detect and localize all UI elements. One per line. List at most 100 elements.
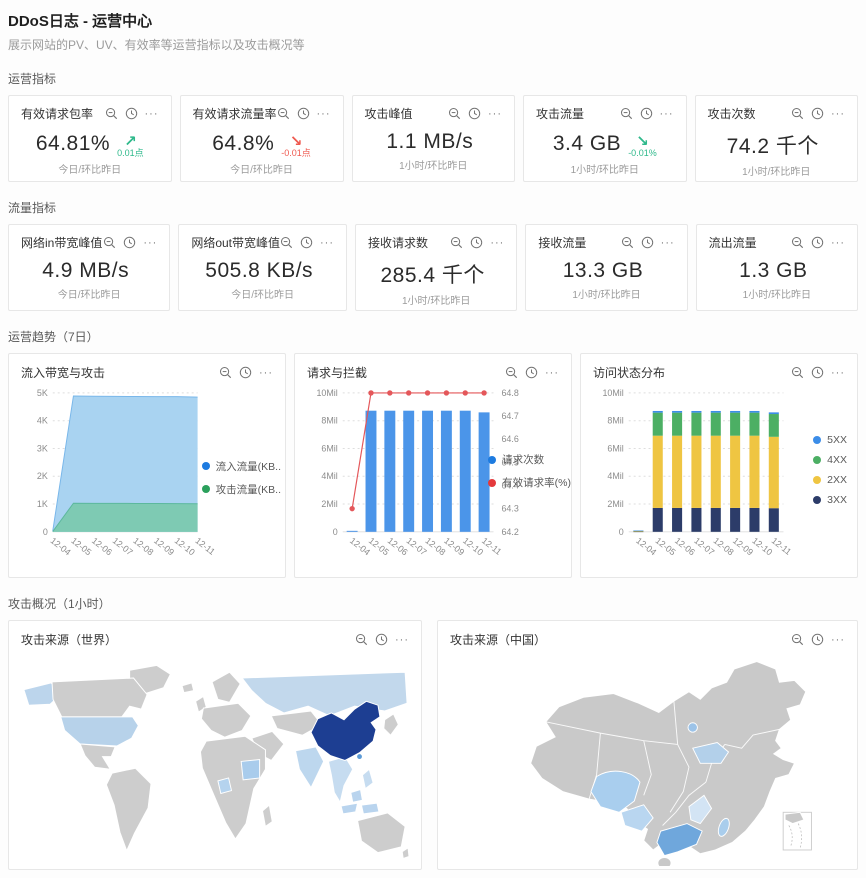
region-nigeria[interactable] [218,778,232,794]
legend-item[interactable]: 有效请求率(%) [488,475,571,490]
magnifier-icon[interactable] [791,107,804,120]
clock-icon[interactable] [125,107,138,120]
metric-card: 有效请求流量率 ··· 64.8% ↘ -0.01点 今日/环比昨日 [180,95,344,182]
clock-icon[interactable] [525,366,538,379]
region-canada[interactable] [52,678,147,717]
china-map-svg [450,654,845,866]
map-card-world: 攻击来源（世界） ··· [8,620,422,870]
region-japan[interactable] [384,714,399,735]
ellipsis-icon[interactable]: ··· [320,239,334,247]
magnifier-icon[interactable] [791,366,804,379]
region-india[interactable] [296,747,324,788]
legend-item[interactable]: 4XX [813,454,847,466]
magnifier-icon[interactable] [219,366,232,379]
series[interactable] [347,390,490,532]
province-beijing[interactable] [688,723,697,732]
ellipsis-icon[interactable]: ··· [488,110,502,118]
magnifier-icon[interactable] [621,236,634,249]
world-map[interactable] [21,654,409,871]
ellipsis-icon[interactable]: ··· [831,239,845,247]
metric-card-title: 网络in带宽峰值 [21,234,102,251]
magnifier-icon[interactable] [277,107,290,120]
ellipsis-icon[interactable]: ··· [831,110,845,118]
region-russia[interactable] [242,672,407,716]
magnifier-icon[interactable] [791,633,804,646]
ellipsis-icon[interactable]: ··· [395,636,409,644]
clock-icon[interactable] [640,107,653,120]
region-iceland[interactable] [182,683,194,693]
ellipsis-icon[interactable]: ··· [317,110,331,118]
svg-text:12-09: 12-09 [731,535,755,557]
svg-text:2K: 2K [37,471,48,481]
clock-icon[interactable] [300,236,313,249]
china-map[interactable] [450,654,845,871]
region-se-asia[interactable] [328,757,352,803]
clock-icon[interactable] [239,366,252,379]
region-europe[interactable] [201,703,250,737]
ellipsis-icon[interactable]: ··· [545,369,559,377]
legend-label: 2XX [827,474,847,486]
ellipsis-icon[interactable]: ··· [143,239,157,247]
legend-item[interactable]: 5XX [813,434,847,446]
ellipsis-icon[interactable]: ··· [490,239,504,247]
clock-icon[interactable] [470,236,483,249]
metric-card: 攻击流量 ··· 3.4 GB ↘ -0.01% 1小时/环比昨日 [523,95,687,182]
svg-text:8Mil: 8Mil [607,416,623,426]
clock-icon[interactable] [468,107,481,120]
clock-icon[interactable] [641,236,654,249]
magnifier-icon[interactable] [103,236,116,249]
magnifier-icon[interactable] [791,236,804,249]
clock-icon[interactable] [297,107,310,120]
magnifier-icon[interactable] [355,633,368,646]
region-madagascar[interactable] [263,805,273,826]
series[interactable] [53,396,198,532]
trend-arrow-icon: ↗ [124,134,137,149]
region-south-america[interactable] [106,768,151,850]
clock-icon[interactable] [811,366,824,379]
stack-segment [691,436,701,508]
legend-item[interactable]: 请求次数 [488,452,571,467]
region-africa[interactable] [200,736,265,839]
clock-icon[interactable] [811,107,824,120]
section-label-ops: 运营指标 [8,70,858,87]
region-taiwan-dot[interactable] [357,754,363,760]
province-other[interactable] [531,662,806,854]
magnifier-icon[interactable] [450,236,463,249]
grid [343,393,494,532]
region-usa[interactable] [61,717,139,746]
region-sudan[interactable] [241,760,259,780]
magnifier-icon[interactable] [505,366,518,379]
clock-icon[interactable] [123,236,136,249]
ellipsis-icon[interactable]: ··· [259,369,273,377]
magnifier-icon[interactable] [280,236,293,249]
legend-item[interactable]: 攻击流量(KB.. [202,482,281,497]
region-indonesia-west[interactable] [341,803,357,814]
ellipsis-icon[interactable]: ··· [831,369,845,377]
legend-label: 流入流量(KB.. [216,459,281,474]
ellipsis-icon[interactable]: ··· [661,239,675,247]
ellipsis-icon[interactable]: ··· [660,110,674,118]
magnifier-icon[interactable] [448,107,461,120]
clock-icon[interactable] [811,236,824,249]
region-philippines[interactable] [362,769,373,788]
region-mexico[interactable] [80,744,115,769]
series[interactable] [633,411,778,532]
region-new-zealand[interactable] [402,848,409,859]
region-borneo[interactable] [351,790,363,803]
legend-item[interactable]: 流入流量(KB.. [202,459,281,474]
clock-icon[interactable] [375,633,388,646]
stack-segment [653,508,663,532]
stack-segment [672,508,682,532]
region-indonesia-east[interactable] [361,803,378,814]
clock-icon[interactable] [811,633,824,646]
magnifier-icon[interactable] [620,107,633,120]
legend-item[interactable]: 2XX [813,474,847,486]
legend-item[interactable]: 3XX [813,494,847,506]
ellipsis-icon[interactable]: ··· [831,636,845,644]
magnifier-icon[interactable] [105,107,118,120]
region-australia[interactable] [358,813,406,853]
ellipsis-icon[interactable]: ··· [145,110,159,118]
region-scandinavia[interactable] [212,672,240,702]
legend-label: 3XX [827,494,847,506]
